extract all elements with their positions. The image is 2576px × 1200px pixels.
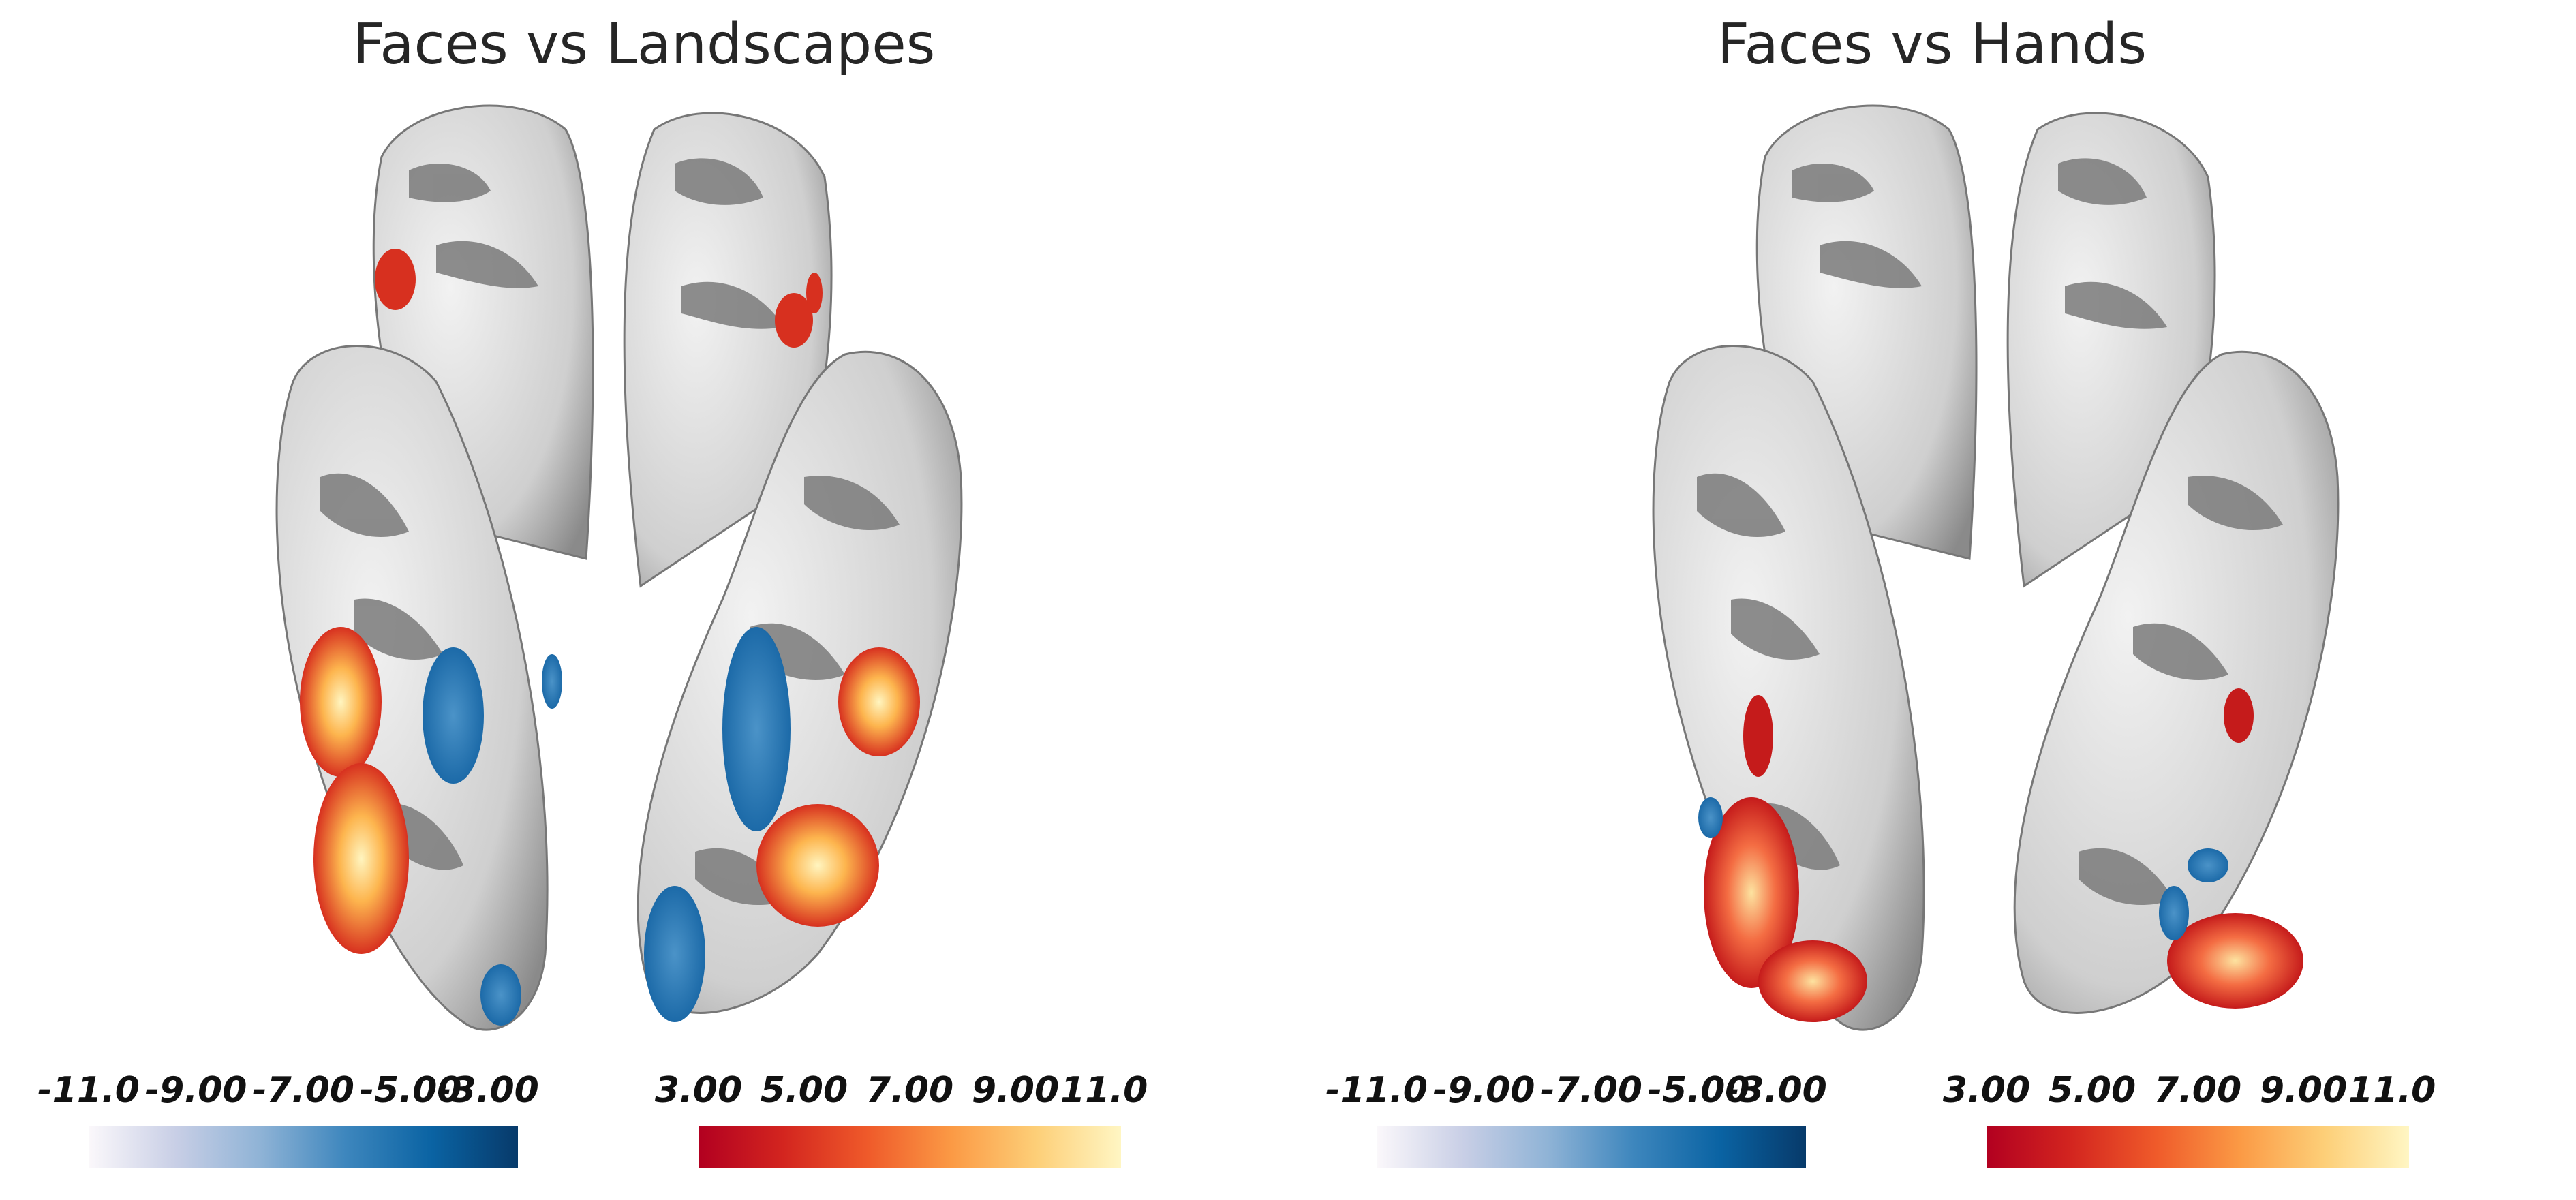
colorbar-tick: -11.0 — [1325, 1070, 1428, 1111]
colorbar-tick: 11.0 — [1060, 1070, 1148, 1111]
colorbar-tick: 5.00 — [760, 1070, 848, 1111]
colorbar-tick: 11.0 — [2348, 1070, 2436, 1111]
colorbar-gradient-negative — [89, 1126, 518, 1168]
colorbar-negative: -11.0 -9.00 -7.00 -5.00 -3.00 — [37, 1070, 539, 1179]
activation-clusters — [300, 249, 920, 1026]
colorbar-tick: 7.00 — [865, 1070, 954, 1111]
colorbar-tick: -11.0 — [37, 1070, 140, 1111]
colorbar-tick: -9.00 — [1432, 1070, 1535, 1111]
colorbar-tick: -5.00 — [1647, 1070, 1750, 1111]
colorbar-tick: -5.00 — [359, 1070, 462, 1111]
colorbar-positive: 3.00 5.00 7.00 9.00 11.0 — [655, 1070, 1148, 1179]
colorbar-tick: -3.00 — [1724, 1070, 1827, 1111]
panel-faces-vs-landscapes: Faces vs Landscapes — [37, 12, 1148, 1179]
colorbar-tick: -3.00 — [436, 1070, 539, 1111]
colorbar-tick: 9.00 — [2259, 1070, 2348, 1111]
colorbar-gradient-positive — [1987, 1126, 2409, 1168]
colorbar-tick: 3.00 — [1942, 1070, 2031, 1111]
colorbar-gradient-negative — [1377, 1126, 1806, 1168]
panel-title: Faces vs Hands — [1717, 12, 2147, 77]
inflated-brain-surface — [1652, 104, 2340, 1031]
colorbar-negative: -11.0 -9.00 -7.00 -5.00 -3.00 — [1325, 1070, 1827, 1179]
colorbar-tick: -7.00 — [252, 1070, 354, 1111]
colorbar-tick: 5.00 — [2048, 1070, 2136, 1111]
colorbar-tick: -7.00 — [1540, 1070, 1642, 1111]
colorbar-tick: 3.00 — [654, 1070, 743, 1111]
colorbar-positive: 3.00 5.00 7.00 9.00 11.0 — [1943, 1070, 2436, 1179]
colorbar-gradient-positive — [699, 1126, 1121, 1168]
colorbar-tick: -9.00 — [144, 1070, 247, 1111]
panel-title: Faces vs Landscapes — [352, 12, 936, 77]
colorbar-tick: 7.00 — [2153, 1070, 2242, 1111]
panel-faces-vs-hands: Faces vs Hands — [1288, 0, 2576, 1200]
activation-clusters — [1698, 688, 2303, 1022]
inflated-brain-surface — [275, 104, 963, 1031]
colorbar-tick: 9.00 — [971, 1070, 1060, 1111]
